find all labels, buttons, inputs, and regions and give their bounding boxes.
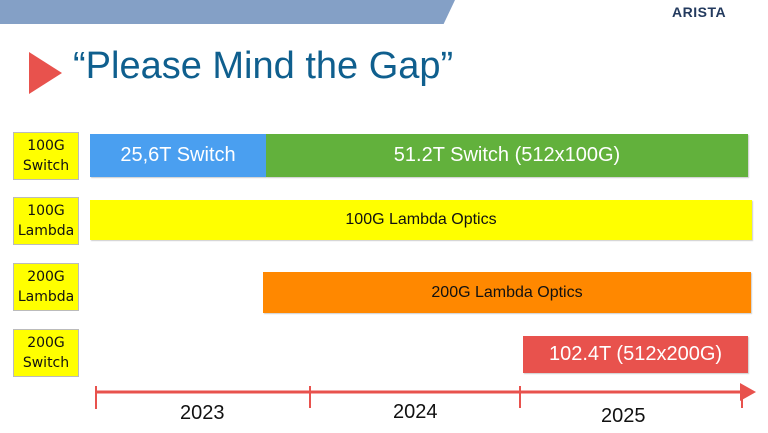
row-label-100g-lambda: 100G Lambda (13, 197, 79, 245)
year-2024: 2024 (393, 401, 438, 423)
row-label-200g-lambda: 200G Lambda (13, 263, 79, 311)
bar-25-6t-switch: 25,6T Switch (90, 134, 266, 177)
year-2025: 2025 (601, 405, 646, 427)
slide-title: “Please Mind the Gap” (73, 45, 454, 87)
bullet-triangle-icon (29, 52, 62, 94)
arista-logo: ARISTA (672, 4, 727, 20)
header-banner (0, 0, 455, 24)
year-2023: 2023 (180, 402, 225, 424)
bar-100g-lambda-optics: 100G Lambda Optics (90, 200, 752, 240)
bar-200g-lambda-optics: 200G Lambda Optics (263, 272, 751, 313)
bar-102-4t-switch: 102.4T (512x200G) (523, 336, 748, 373)
bar-51-2t-switch: 51.2T Switch (512x100G) (266, 134, 748, 177)
row-label-100g-switch: 100G Switch (13, 132, 79, 180)
row-label-200g-switch: 200G Switch (13, 329, 79, 377)
